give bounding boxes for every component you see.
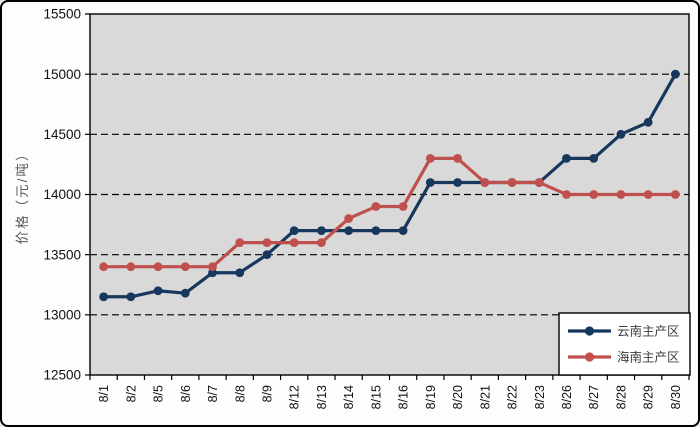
x-tick-label: 8/28 [614, 385, 628, 409]
data-point-yunnan-8/19 [425, 178, 435, 187]
data-point-hainan-8/8 [235, 238, 245, 248]
x-tick-label: 8/1 [97, 385, 111, 402]
data-point-yunnan-8/30 [670, 69, 680, 79]
data-point-yunnan-8/29 [643, 117, 653, 127]
data-point-yunnan-8/15 [371, 226, 381, 236]
data-point-yunnan-8/20 [453, 178, 462, 187]
data-point-yunnan-8/26 [562, 154, 571, 163]
x-tick-label: 8/12 [288, 385, 302, 409]
y-tick-label: 13500 [43, 247, 81, 262]
data-point-hainan-8/29 [643, 190, 653, 199]
x-tick-label: 8/13 [315, 385, 329, 409]
y-tick-label: 14000 [43, 187, 81, 202]
x-tick-label: 8/19 [424, 385, 438, 409]
series-line-hainan [102, 156, 677, 269]
x-tick-label: 8/20 [451, 385, 465, 409]
y-axis-title: 价格（元/吨） [15, 146, 30, 245]
y-axis-title-group: 价格（元/吨） [15, 146, 30, 245]
data-point-hainan-8/27 [589, 190, 599, 199]
x-tick-label: 8/27 [587, 385, 601, 409]
legend-marker-dot [584, 352, 595, 362]
data-point-hainan-8/7 [208, 262, 217, 272]
data-series [99, 69, 680, 302]
data-point-hainan-8/2 [126, 262, 136, 272]
data-point-hainan-8/28 [616, 190, 626, 199]
legend-box [558, 312, 691, 376]
x-tick-label: 8/26 [560, 385, 574, 409]
data-point-yunnan-8/16 [398, 226, 408, 236]
x-axis: 8/1 8/2 8/5 8/6 8/7 8/8 8/9 8/12 8/13 8/14 8/15 8/1… [89, 375, 690, 409]
data-point-yunnan-8/27 [589, 154, 599, 163]
data-point-yunnan-8/6 [180, 288, 190, 298]
x-tick-label: 8/23 [533, 385, 547, 409]
series-line-yunnan [102, 72, 677, 299]
data-point-hainan-8/5 [153, 262, 163, 272]
data-point-hainan-8/12 [289, 238, 299, 248]
x-tick-label: 8/8 [233, 385, 247, 402]
data-point-hainan-8/26 [562, 190, 571, 199]
y-tick-label: 13000 [43, 308, 81, 323]
x-tick-label: 8/22 [506, 385, 520, 409]
data-point-hainan-8/21 [480, 178, 490, 187]
data-point-yunnan-8/1 [99, 292, 109, 302]
legend-label: 海南主产区 [617, 349, 680, 364]
data-point-yunnan-8/5 [153, 286, 163, 296]
data-point-hainan-8/15 [371, 202, 381, 211]
data-point-hainan-8/1 [99, 262, 109, 272]
x-tick-label: 8/30 [669, 385, 683, 409]
y-axis: 12500 13000 13500 14000 14500 15000 15500 [43, 7, 90, 383]
data-point-yunnan-8/13 [317, 226, 326, 236]
data-point-yunnan-8/2 [126, 292, 136, 302]
x-tick-label: 8/2 [124, 385, 138, 402]
data-point-yunnan-8/12 [289, 226, 299, 236]
data-point-yunnan-8/14 [344, 226, 354, 236]
x-tick-label: 8/7 [206, 385, 220, 402]
x-tick-label: 8/15 [369, 385, 383, 409]
legend-marker-dot [584, 326, 595, 336]
data-point-hainan-8/13 [317, 238, 326, 248]
data-point-hainan-8/19 [425, 154, 435, 163]
data-point-hainan-8/9 [262, 238, 272, 248]
data-point-yunnan-8/28 [616, 129, 626, 139]
y-tick-label: 14500 [43, 127, 81, 142]
x-tick-label: 8/5 [152, 385, 166, 402]
x-tick-label: 8/29 [642, 385, 656, 409]
data-point-hainan-8/23 [534, 178, 544, 187]
y-tick-label: 15000 [43, 67, 81, 82]
x-tick-label: 8/14 [342, 385, 356, 409]
data-point-hainan-8/16 [398, 202, 408, 211]
x-tick-label: 8/9 [260, 385, 274, 402]
data-point-hainan-8/30 [670, 190, 680, 199]
y-tick-label: 12500 [43, 368, 81, 383]
y-tick-label: 15500 [43, 7, 81, 22]
data-point-hainan-8/22 [507, 178, 517, 187]
legend-label: 云南主产区 [617, 323, 680, 338]
data-point-hainan-8/6 [180, 262, 190, 272]
data-point-hainan-8/14 [344, 214, 354, 223]
data-point-yunnan-8/9 [262, 250, 272, 260]
x-tick-label: 8/16 [397, 385, 411, 409]
x-tick-label: 8/6 [179, 385, 193, 402]
x-tick-label: 8/21 [478, 385, 492, 409]
data-point-yunnan-8/7 [208, 268, 217, 278]
data-point-hainan-8/20 [453, 154, 462, 163]
data-point-yunnan-8/8 [235, 268, 245, 278]
